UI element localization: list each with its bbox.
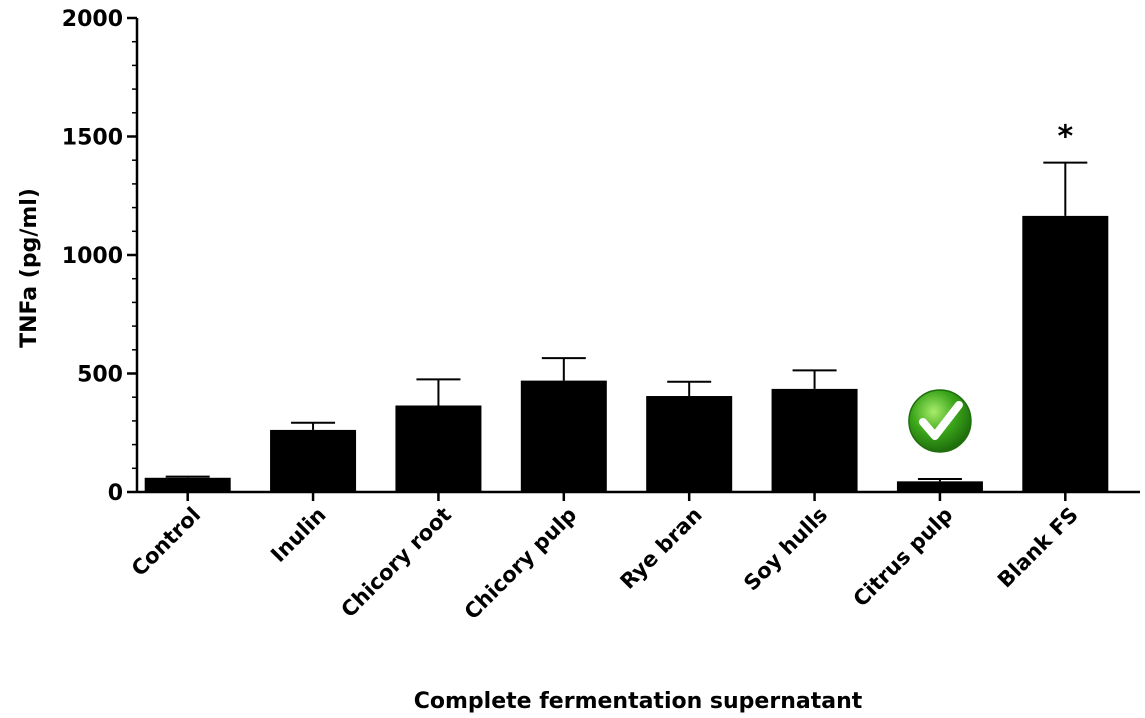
bar-chicory-pulp [520,380,607,492]
bars [144,161,1109,492]
x-tick-label: Control [127,503,205,581]
annotations: * [906,120,1073,454]
x-tick-label: Chicory root [336,503,456,623]
y-tick-label: 1000 [62,244,123,269]
x-tick-label: Rye bran [616,503,707,594]
y-tick-label: 2000 [62,7,123,32]
significance-asterisk: * [1057,120,1073,155]
y-tick-label: 1500 [62,126,123,151]
x-tick-label: Citrus pulp [849,503,958,612]
y-axis: 0 500 1000 1500 2000 [62,7,139,506]
x-axis-title: Complete fermentation supernatant [414,689,863,714]
x-tick-label: Chicory pulp [460,503,582,625]
bar-citrus-pulp [896,481,983,492]
bar-rye-bran [646,396,733,492]
x-tick-label: Soy hulls [739,503,832,596]
y-axis-title: TNFa (pg/ml) [17,188,42,348]
y-tick-label: 500 [77,363,123,388]
bar-blank-fs [1022,215,1109,492]
y-tick-label: 0 [108,481,123,506]
checkmark-icon [906,387,973,454]
bar-chicory-root [395,405,482,492]
bar-control [144,477,231,492]
x-tick-label: Inulin [266,503,330,567]
bar-soy-hulls [771,388,858,492]
x-axis: Control Inulin Chicory root Chicory pulp Rye… [127,490,1140,625]
bar-inulin [270,429,357,492]
x-tick-label: Blank FS [993,503,1083,593]
